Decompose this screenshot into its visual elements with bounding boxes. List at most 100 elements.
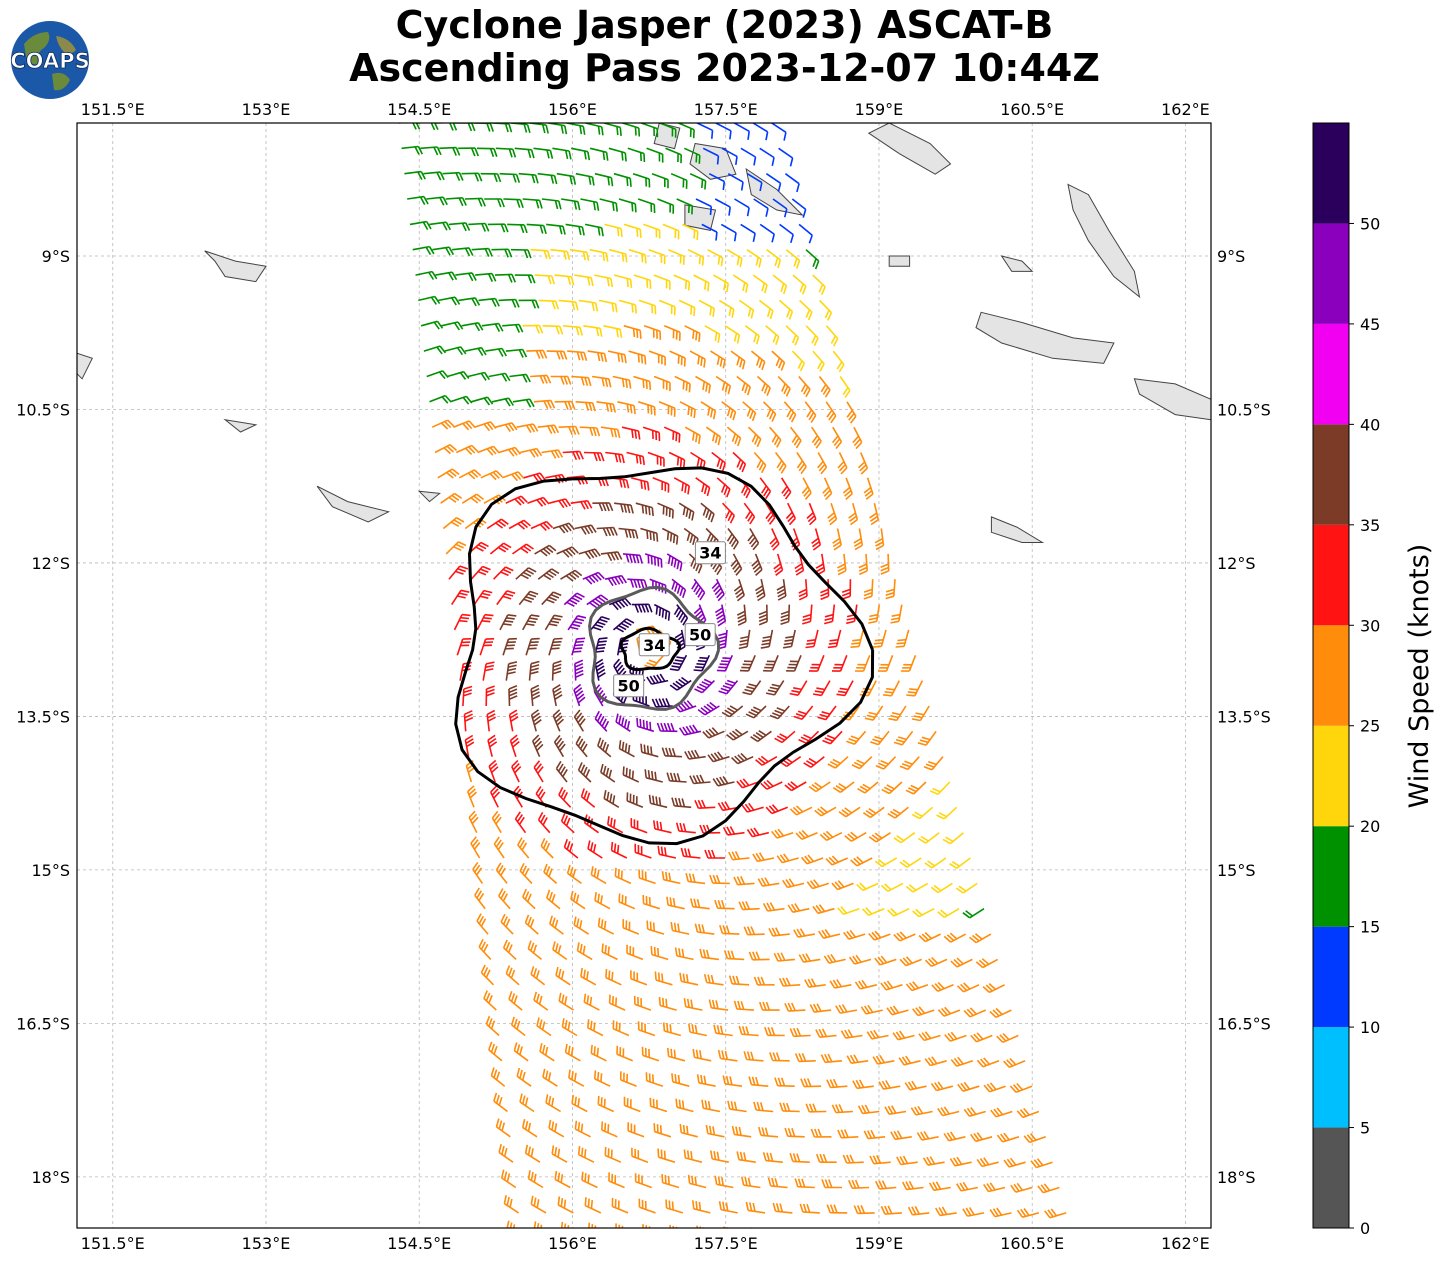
barb-flag [735, 591, 744, 599]
barb-flag [531, 709, 539, 716]
barb-flag [827, 1053, 833, 1063]
barb-flag [840, 467, 848, 475]
barb-flag [885, 592, 895, 596]
wind-barb [574, 659, 584, 681]
barb-flag [815, 563, 824, 569]
barb-flag [849, 515, 857, 522]
wind-barb [975, 958, 999, 969]
barb-flag [812, 258, 817, 267]
barb-flag [775, 336, 780, 345]
barb-flag [745, 1201, 749, 1211]
wind-barb [821, 1179, 842, 1189]
barb-shaft [643, 1233, 659, 1239]
wind-barb [756, 375, 771, 396]
wind-barb [702, 727, 725, 739]
barb-flag [864, 490, 873, 497]
wind-barb [702, 147, 720, 165]
wind-barb [570, 500, 593, 510]
wind-barb [537, 424, 560, 434]
barb-flag [771, 830, 778, 839]
barb-flag [890, 1131, 896, 1140]
barb-flag [715, 874, 721, 884]
barb-flag [937, 981, 945, 990]
contour-label: 34 [643, 636, 665, 655]
barb-flag [681, 798, 686, 807]
barb-flag [630, 579, 635, 588]
barb-flag [459, 565, 469, 570]
barb-shaft [669, 780, 687, 783]
barb-flag [851, 764, 860, 770]
barb-flag [527, 274, 533, 284]
wind-barb [552, 147, 572, 160]
barb-flag [530, 942, 535, 952]
barb-flag [824, 1053, 830, 1063]
barb-flag [789, 692, 799, 696]
wind-barb [872, 1054, 895, 1065]
barb-flag [730, 950, 735, 960]
barb-flag [911, 1206, 917, 1215]
barb-flag [829, 760, 839, 767]
wind-barb [851, 756, 873, 770]
barb-flag [886, 1007, 893, 1016]
wind-barb [805, 1103, 827, 1113]
barb-flag [788, 311, 794, 320]
wind-barb [843, 929, 866, 940]
barb-flag [883, 694, 892, 697]
wind-barb [868, 604, 881, 624]
barb-flag [831, 435, 839, 444]
barb-flag [648, 604, 653, 613]
wind-barb [537, 812, 551, 834]
barb-flag [575, 640, 585, 643]
wind-barb [481, 322, 504, 332]
barb-flag [687, 204, 690, 214]
barb-shaft [678, 299, 695, 309]
barb-flag [507, 671, 516, 675]
barb-flag [691, 511, 695, 521]
barb-flag [863, 595, 873, 600]
barb-flag [718, 632, 727, 637]
barb-flag [573, 620, 583, 625]
wind-barb [887, 806, 909, 819]
barb-flag [698, 435, 701, 445]
barb-flag [463, 689, 473, 694]
barb-flag [774, 709, 783, 715]
barb-flag [610, 278, 614, 288]
wind-barb [857, 1104, 880, 1115]
barb-flag [761, 639, 771, 643]
barb-flag [821, 1028, 828, 1037]
barb-flag [811, 435, 819, 444]
barb-flag [799, 362, 806, 372]
wind-barb [832, 528, 842, 551]
barb-flag [827, 954, 834, 963]
barb-flag [805, 760, 815, 766]
barb-flag [902, 1155, 909, 1164]
barb-flag [771, 413, 777, 422]
barb-flag [639, 229, 642, 238]
barb-flag [527, 940, 532, 949]
wind-barb [574, 1120, 591, 1138]
barb-flag [759, 182, 763, 192]
barb-flag [498, 1144, 502, 1153]
barb-flag [598, 637, 608, 640]
wind-barb [850, 629, 865, 648]
barb-flag [652, 922, 655, 932]
wind-barb [508, 684, 518, 707]
wind-barb [899, 956, 922, 967]
barb-flag [765, 131, 769, 141]
barb-flag [652, 532, 655, 541]
barb-flag [548, 1095, 552, 1105]
barb-flag [801, 486, 809, 494]
barb-flag [489, 741, 498, 748]
barb-flag [586, 971, 589, 980]
barb-flag [562, 768, 568, 778]
barb-flag [588, 176, 592, 185]
wind-barb [799, 1203, 820, 1214]
wind-barb [600, 763, 616, 783]
barb-flag [576, 918, 580, 928]
barb-flag [671, 797, 676, 807]
wind-barb [827, 502, 838, 526]
barb-flag [613, 551, 620, 561]
barb-flag [477, 570, 487, 576]
wind-barb [758, 1126, 779, 1138]
barb-flag [953, 1157, 959, 1166]
